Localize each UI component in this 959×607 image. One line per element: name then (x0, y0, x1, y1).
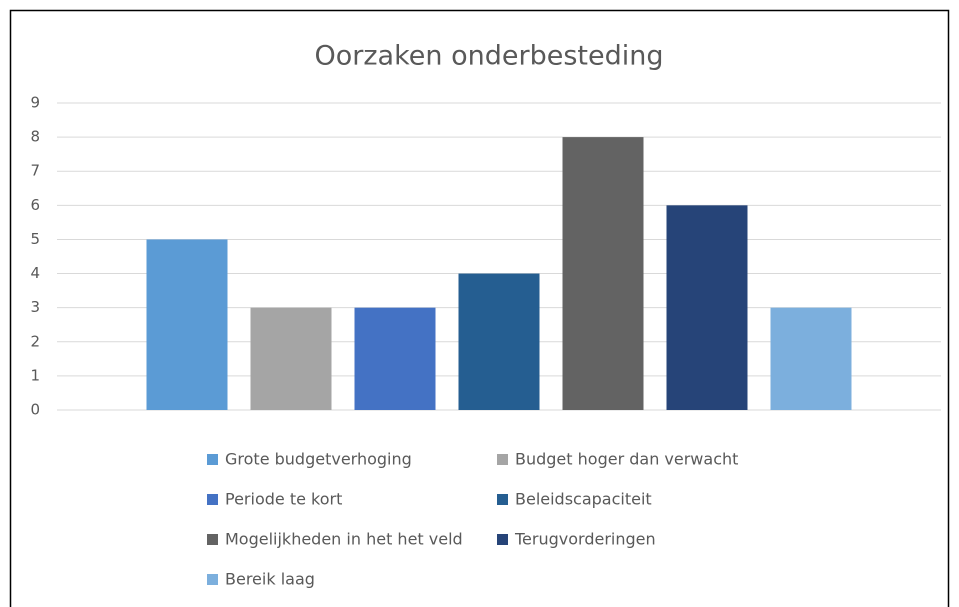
y-tick-label: 9 (30, 94, 40, 112)
y-tick-label: 6 (30, 196, 40, 214)
legend-swatch (497, 534, 508, 545)
legend-label: Grote budgetverhoging (225, 450, 412, 469)
legend-label: Budget hoger dan verwacht (515, 450, 738, 469)
bar (458, 273, 540, 410)
legend-label: Periode te kort (225, 490, 342, 509)
legend-swatch (207, 534, 218, 545)
bar (146, 239, 228, 410)
y-tick-label: 4 (30, 264, 40, 282)
legend-swatch (207, 454, 218, 465)
legend-label: Mogelijkheden in het het veld (225, 530, 463, 549)
legend-label: Beleidscapaciteit (515, 490, 652, 509)
legend-label: Bereik laag (225, 570, 315, 589)
chart-title: Oorzaken onderbesteding (315, 41, 664, 72)
legend-label: Terugvorderingen (514, 530, 656, 549)
bar (354, 307, 436, 410)
y-tick-label: 0 (30, 401, 40, 419)
y-tick-label: 5 (30, 230, 40, 248)
y-tick-label: 8 (30, 128, 40, 146)
bar (666, 205, 748, 410)
legend-swatch (207, 494, 218, 505)
bar (250, 307, 332, 410)
bar (770, 307, 852, 410)
bar (562, 137, 644, 410)
y-tick-label: 1 (30, 366, 40, 384)
y-tick-label: 2 (30, 332, 40, 350)
legend-swatch (497, 454, 508, 465)
y-tick-label: 7 (30, 162, 40, 180)
legend-swatch (497, 494, 508, 505)
legend-swatch (207, 574, 218, 585)
y-tick-label: 3 (30, 298, 40, 316)
